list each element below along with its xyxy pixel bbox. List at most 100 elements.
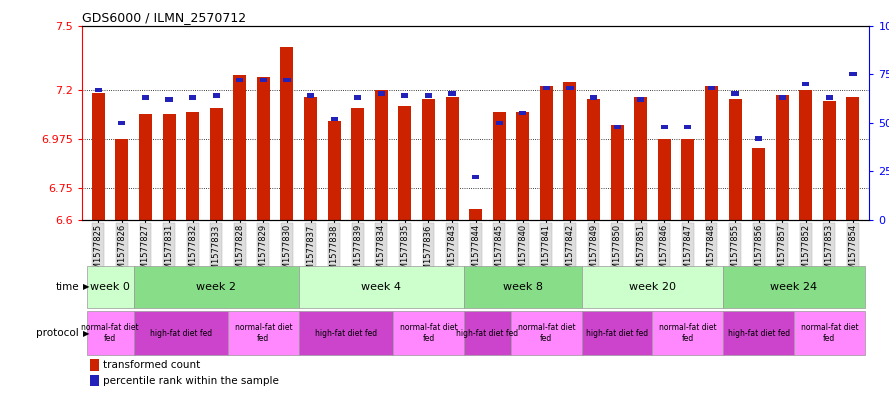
Bar: [729, 99, 741, 220]
Text: week 2: week 2: [196, 282, 236, 292]
Bar: [260, 78, 267, 82]
Bar: [846, 97, 860, 220]
Bar: [90, 359, 99, 371]
Bar: [228, 311, 299, 355]
Bar: [724, 266, 865, 308]
Text: protocol: protocol: [36, 328, 79, 338]
Bar: [163, 114, 175, 220]
Bar: [799, 90, 813, 220]
Text: high-fat diet fed: high-fat diet fed: [727, 329, 789, 338]
Bar: [464, 311, 511, 355]
Text: normal-fat diet
fed: normal-fat diet fed: [517, 323, 575, 343]
Bar: [133, 266, 299, 308]
Bar: [802, 82, 809, 86]
Bar: [732, 92, 739, 96]
Bar: [116, 139, 128, 220]
Bar: [86, 311, 133, 355]
Bar: [118, 121, 125, 125]
Bar: [776, 95, 789, 220]
Bar: [705, 86, 718, 220]
Bar: [331, 117, 338, 121]
Bar: [755, 136, 762, 141]
Bar: [280, 47, 293, 220]
Bar: [587, 99, 600, 220]
Text: high-fat diet fed: high-fat diet fed: [315, 329, 377, 338]
Bar: [566, 86, 573, 90]
Bar: [464, 266, 581, 308]
Text: high-fat diet fed: high-fat diet fed: [149, 329, 212, 338]
Bar: [133, 311, 228, 355]
Text: ▶: ▶: [83, 283, 89, 291]
Text: high-fat diet fed: high-fat diet fed: [586, 329, 648, 338]
Bar: [779, 95, 786, 100]
Bar: [637, 97, 645, 102]
Bar: [519, 111, 526, 115]
Text: week 0: week 0: [90, 282, 130, 292]
Bar: [354, 95, 361, 100]
Text: week 4: week 4: [361, 282, 401, 292]
Bar: [543, 86, 550, 90]
Text: normal-fat diet
fed: normal-fat diet fed: [800, 323, 858, 343]
Bar: [849, 72, 856, 76]
Text: percentile rank within the sample: percentile rank within the sample: [103, 376, 279, 386]
Bar: [304, 97, 317, 220]
Bar: [401, 94, 408, 98]
Text: normal-fat diet
fed: normal-fat diet fed: [659, 323, 717, 343]
Bar: [724, 311, 794, 355]
Text: time: time: [55, 282, 79, 292]
Bar: [581, 266, 724, 308]
Bar: [210, 108, 222, 220]
Bar: [307, 94, 314, 98]
Bar: [469, 209, 482, 220]
Bar: [658, 139, 671, 220]
Text: ▶: ▶: [83, 329, 89, 338]
Bar: [708, 86, 715, 90]
Bar: [92, 93, 105, 220]
Bar: [142, 95, 149, 100]
Bar: [393, 311, 464, 355]
Text: transformed count: transformed count: [103, 360, 200, 370]
Bar: [653, 311, 724, 355]
Bar: [540, 86, 553, 220]
Bar: [613, 125, 621, 129]
Text: week 8: week 8: [503, 282, 543, 292]
Bar: [299, 311, 393, 355]
Bar: [236, 78, 244, 82]
Bar: [398, 106, 412, 220]
Bar: [472, 175, 479, 180]
Bar: [661, 125, 668, 129]
Bar: [826, 95, 833, 100]
Text: normal-fat diet
fed: normal-fat diet fed: [400, 323, 457, 343]
Text: normal-fat diet
fed: normal-fat diet fed: [81, 323, 139, 343]
Bar: [685, 125, 692, 129]
Bar: [139, 114, 152, 220]
Bar: [634, 97, 647, 220]
Text: normal-fat diet
fed: normal-fat diet fed: [235, 323, 292, 343]
Text: week 24: week 24: [771, 282, 818, 292]
Bar: [517, 112, 529, 220]
Bar: [681, 139, 694, 220]
Bar: [611, 125, 623, 220]
Bar: [493, 112, 506, 220]
Bar: [445, 97, 459, 220]
Bar: [564, 82, 576, 220]
Bar: [752, 148, 765, 220]
Bar: [90, 375, 99, 386]
Bar: [299, 266, 464, 308]
Bar: [448, 92, 455, 96]
Bar: [212, 94, 220, 98]
Bar: [189, 95, 196, 100]
Bar: [794, 311, 865, 355]
Bar: [233, 75, 246, 220]
Bar: [284, 78, 291, 82]
Bar: [496, 121, 503, 125]
Text: high-fat diet fed: high-fat diet fed: [456, 329, 518, 338]
Bar: [422, 99, 435, 220]
Bar: [186, 112, 199, 220]
Text: GDS6000 / ILMN_2570712: GDS6000 / ILMN_2570712: [82, 11, 246, 24]
Bar: [257, 77, 270, 220]
Bar: [165, 97, 172, 102]
Bar: [378, 92, 385, 96]
Bar: [823, 101, 836, 220]
Bar: [590, 95, 597, 100]
